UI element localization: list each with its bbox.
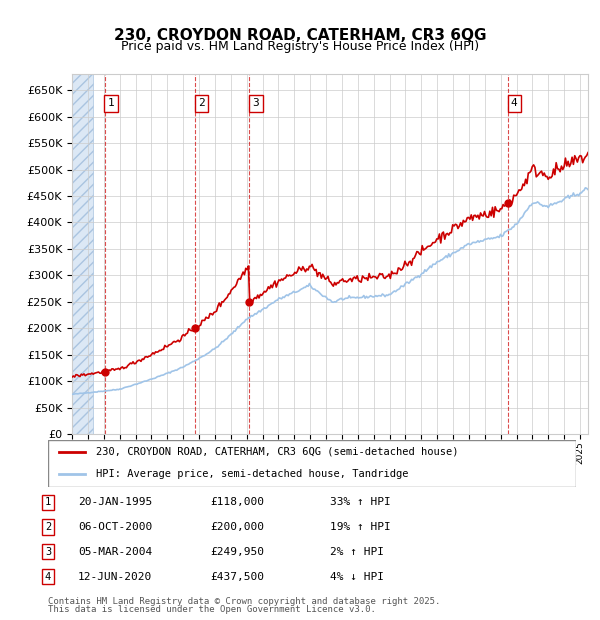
Text: Contains HM Land Registry data © Crown copyright and database right 2025.: Contains HM Land Registry data © Crown c…: [48, 597, 440, 606]
Text: 19% ↑ HPI: 19% ↑ HPI: [330, 522, 391, 532]
Text: 12-JUN-2020: 12-JUN-2020: [78, 572, 152, 582]
Text: £437,500: £437,500: [210, 572, 264, 582]
Text: £118,000: £118,000: [210, 497, 264, 507]
Text: 4% ↓ HPI: 4% ↓ HPI: [330, 572, 384, 582]
FancyBboxPatch shape: [48, 440, 576, 487]
Text: 230, CROYDON ROAD, CATERHAM, CR3 6QG: 230, CROYDON ROAD, CATERHAM, CR3 6QG: [114, 28, 486, 43]
Text: £249,950: £249,950: [210, 547, 264, 557]
Text: £200,000: £200,000: [210, 522, 264, 532]
Text: 05-MAR-2004: 05-MAR-2004: [78, 547, 152, 557]
Text: 4: 4: [511, 99, 518, 108]
Text: 230, CROYDON ROAD, CATERHAM, CR3 6QG (semi-detached house): 230, CROYDON ROAD, CATERHAM, CR3 6QG (se…: [95, 447, 458, 457]
Text: 2% ↑ HPI: 2% ↑ HPI: [330, 547, 384, 557]
Text: HPI: Average price, semi-detached house, Tandridge: HPI: Average price, semi-detached house,…: [95, 469, 408, 479]
Text: 1: 1: [108, 99, 115, 108]
Text: 1: 1: [45, 497, 51, 507]
Bar: [72, 74, 92, 434]
Text: Price paid vs. HM Land Registry's House Price Index (HPI): Price paid vs. HM Land Registry's House …: [121, 40, 479, 53]
Text: 3: 3: [45, 547, 51, 557]
Text: This data is licensed under the Open Government Licence v3.0.: This data is licensed under the Open Gov…: [48, 604, 376, 614]
Text: 2: 2: [199, 99, 205, 108]
Text: 06-OCT-2000: 06-OCT-2000: [78, 522, 152, 532]
Text: 3: 3: [253, 99, 259, 108]
Text: 33% ↑ HPI: 33% ↑ HPI: [330, 497, 391, 507]
Text: 2: 2: [45, 522, 51, 532]
Text: 4: 4: [45, 572, 51, 582]
Text: 20-JAN-1995: 20-JAN-1995: [78, 497, 152, 507]
